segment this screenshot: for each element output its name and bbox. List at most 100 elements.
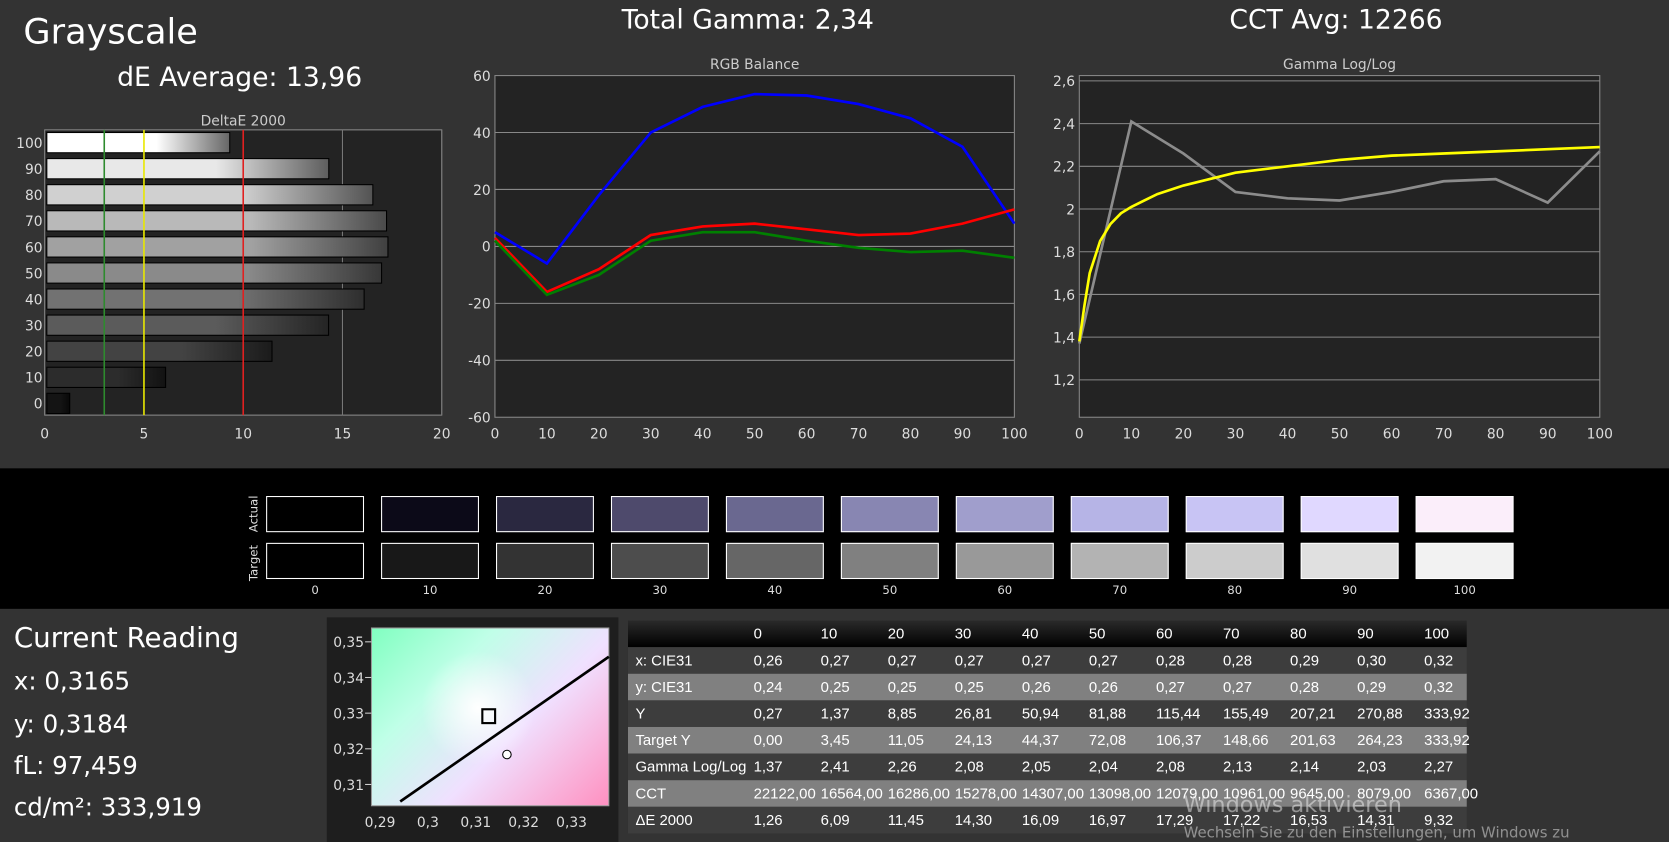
target-swatch bbox=[610, 542, 709, 580]
reading-y: y: 0,3184 bbox=[13, 711, 129, 739]
column-header: 90 bbox=[1357, 624, 1374, 642]
deltae-bar bbox=[46, 392, 71, 415]
row-label: Gamma Log/Log bbox=[635, 757, 747, 775]
rgb-balance-y-tick: -60 bbox=[468, 411, 491, 427]
swatch-level-label: 30 bbox=[652, 583, 668, 598]
table-cell: 1,37 bbox=[820, 704, 850, 722]
table-cell: 2,13 bbox=[1222, 757, 1253, 775]
swatch-level-label: 70 bbox=[1112, 583, 1128, 598]
table-cell: 0,27 bbox=[1021, 651, 1051, 669]
reading-x: x: 0,3165 bbox=[13, 668, 131, 697]
gamma-x-tick: 80 bbox=[1487, 427, 1505, 443]
rgb-balance-x-tick: 0 bbox=[491, 427, 500, 443]
actual-swatch bbox=[1300, 496, 1399, 533]
table-cell: 0,28 bbox=[1222, 651, 1253, 669]
total-gamma: Total Gamma: 2,34 bbox=[621, 4, 874, 36]
gamma-x-tick: 90 bbox=[1539, 427, 1557, 443]
rgb-balance-y-tick: 60 bbox=[473, 69, 491, 85]
target-swatch bbox=[840, 542, 939, 580]
actual-swatch bbox=[1415, 496, 1514, 533]
rgb-balance-x-tick: 60 bbox=[798, 427, 816, 443]
gamma-y-tick: 2,6 bbox=[1053, 74, 1075, 90]
actual-swatch bbox=[381, 496, 479, 533]
table-cell: 9,32 bbox=[1424, 811, 1454, 829]
de-average: dE Average: 13,96 bbox=[117, 61, 363, 93]
table-cell: 72,08 bbox=[1088, 731, 1127, 749]
table-cell: 2,04 bbox=[1088, 757, 1118, 775]
table-cell: 10961,00 bbox=[1222, 784, 1286, 802]
swatch-level-label: 40 bbox=[767, 583, 783, 598]
table-cell: 0,29 bbox=[1290, 651, 1320, 669]
target-swatch bbox=[381, 542, 479, 580]
watermark-text: Wechseln Sie zu den Einstellungen, um Wi… bbox=[1183, 824, 1570, 842]
table-cell: 2,26 bbox=[887, 757, 917, 775]
cie-x-tick: 0,31 bbox=[460, 815, 491, 831]
rgb-balance-y-tick: 40 bbox=[473, 126, 491, 142]
table-cell: 0,25 bbox=[820, 678, 850, 696]
table-cell: 201,63 bbox=[1290, 731, 1336, 749]
gamma-y-tick: 1,4 bbox=[1053, 330, 1075, 346]
current-reading-title: Current Reading bbox=[13, 622, 239, 655]
cie-x-tick: 0,3 bbox=[417, 815, 439, 831]
table-cell: 11,45 bbox=[887, 811, 924, 829]
deltae-x-tick: 5 bbox=[140, 427, 149, 443]
gamma-y-tick: 1,8 bbox=[1053, 245, 1075, 261]
table-cell: 0,25 bbox=[887, 678, 917, 696]
target-swatch bbox=[1300, 542, 1399, 580]
table-cell: 0,27 bbox=[753, 704, 783, 722]
deltae-bar bbox=[46, 314, 330, 336]
table-cell: 8079,00 bbox=[1357, 784, 1411, 802]
actual-swatch bbox=[725, 496, 824, 533]
column-header: 20 bbox=[887, 624, 905, 642]
cie-x-tick: 0,32 bbox=[508, 815, 539, 831]
rgb-balance-x-tick: 100 bbox=[1001, 427, 1027, 443]
swatch-level-label: 0 bbox=[311, 583, 319, 598]
deltae-y-tick: 0 bbox=[34, 397, 43, 413]
row-label: CCT bbox=[635, 784, 667, 802]
table-cell: 2,41 bbox=[820, 757, 850, 775]
table-cell: 270,88 bbox=[1357, 704, 1403, 722]
watermark-title: Windows aktivieren bbox=[1183, 791, 1402, 818]
table-cell: 11,05 bbox=[887, 731, 924, 749]
table-cell: 81,88 bbox=[1088, 704, 1127, 722]
gamma-x-tick: 100 bbox=[1587, 427, 1613, 443]
gamma-y-tick: 1,2 bbox=[1053, 373, 1075, 389]
table-row: x: CIE31 0,26 0,27 0,27 0,27 0,27 0,27 0,28 0,28… bbox=[627, 647, 1467, 674]
table-cell: 2,08 bbox=[954, 757, 984, 775]
table-cell: 106,37 bbox=[1155, 731, 1202, 749]
actual-swatch bbox=[1185, 496, 1284, 533]
table-cell: 17,29 bbox=[1155, 811, 1194, 829]
table-cell: 6367,00 bbox=[1424, 784, 1479, 802]
cie-y-tick: 0,35 bbox=[333, 635, 364, 651]
table-header: 0 10 20 30 40 50 60 70 80 90 100 bbox=[627, 620, 1467, 648]
rgb-balance-x-tick: 20 bbox=[590, 427, 608, 443]
rgb-balance-title: RGB Balance bbox=[710, 57, 799, 73]
measured-point-marker bbox=[502, 749, 512, 760]
deltae-bar bbox=[46, 236, 389, 258]
gamma-x-tick: 20 bbox=[1175, 427, 1193, 443]
table-cell: 17,22 bbox=[1222, 811, 1261, 829]
deltae-bar bbox=[46, 340, 273, 362]
table-cell: 2,03 bbox=[1357, 757, 1387, 775]
measurement-table: 0 10 20 30 40 50 60 70 80 90 100 x: CIE31 0,26 0,27 0,… bbox=[627, 620, 1478, 834]
row-label: ΔE 2000 bbox=[635, 811, 693, 829]
cie-y-tick: 0,31 bbox=[333, 778, 364, 794]
table-cell: 0,27 bbox=[887, 651, 917, 669]
table-cell: 9645,00 bbox=[1290, 784, 1344, 802]
column-header: 70 bbox=[1222, 624, 1240, 642]
target-swatch bbox=[955, 542, 1054, 580]
table-cell: 16564,00 bbox=[820, 784, 883, 802]
reading-fl: fL: 97,459 bbox=[13, 752, 138, 781]
planckian-locus-line bbox=[399, 655, 610, 803]
deltae-y-tick: 70 bbox=[25, 214, 43, 230]
gamma-x-tick: 40 bbox=[1279, 427, 1297, 443]
table-cell: 0,28 bbox=[1155, 651, 1185, 669]
gamma-x-tick: 30 bbox=[1227, 427, 1245, 443]
table-cell: 0,27 bbox=[820, 651, 850, 669]
target-swatch bbox=[496, 542, 594, 580]
swatch-level-label: 50 bbox=[882, 583, 898, 598]
cie-y-tick: 0,34 bbox=[333, 671, 364, 687]
deltae-y-tick: 30 bbox=[25, 318, 43, 334]
table-cell: 207,21 bbox=[1290, 704, 1336, 722]
